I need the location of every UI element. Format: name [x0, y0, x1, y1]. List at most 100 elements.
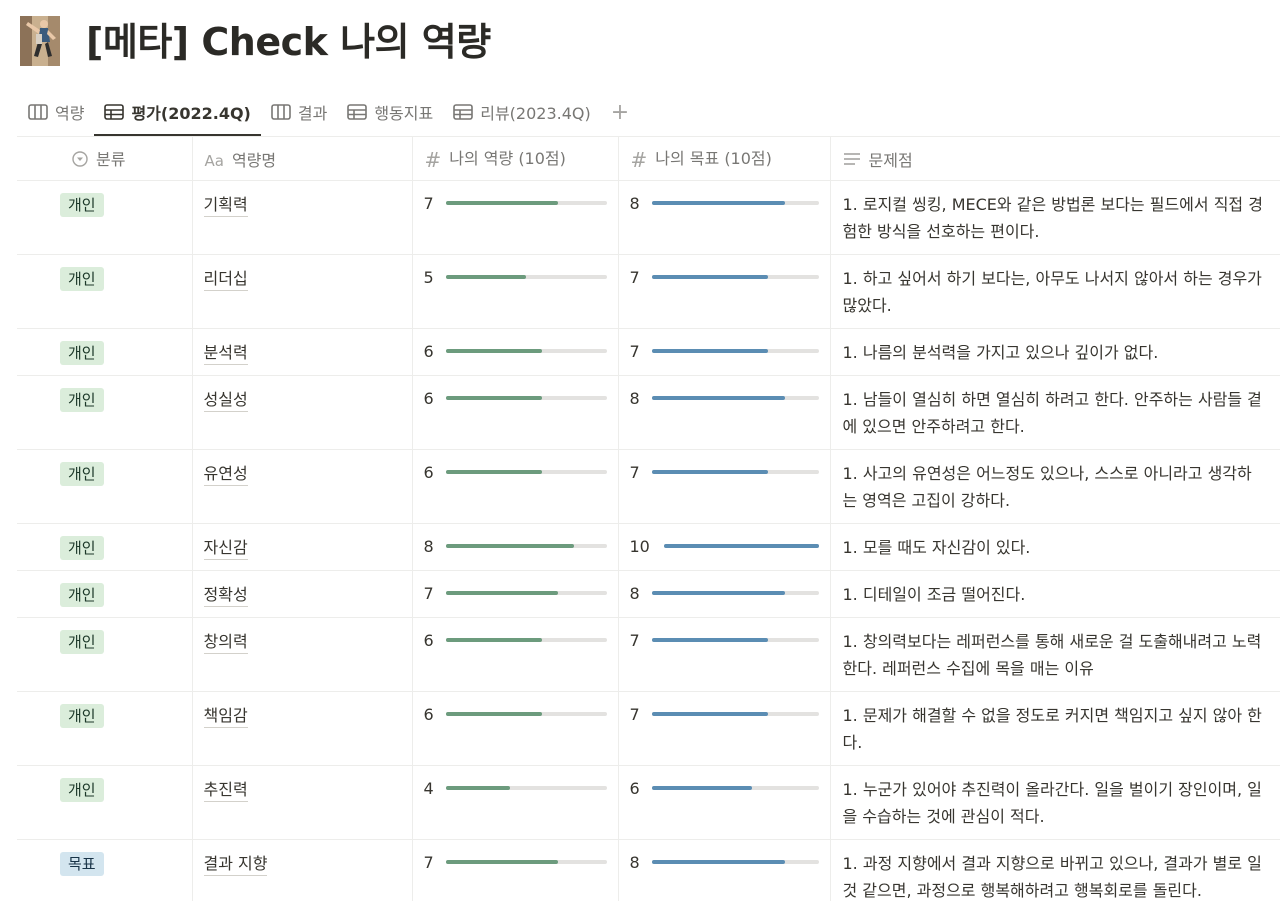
cell-my-goal[interactable]: 7 — [618, 449, 831, 524]
competency-name-link[interactable]: 분석력 — [203, 340, 248, 365]
goal-value: 6 — [629, 778, 640, 798]
cell-my-score[interactable]: 8 — [412, 523, 619, 571]
table-row[interactable]: 개인 유연성 6 7 1. 사고의 유연성은 어느정도 있으나, 스스로 아니라고 생각… — [17, 449, 1280, 524]
problem-text: 1. 창의력보다는 레퍼런스를 통해 새로운 걸 도출해내려고 노력한다. 레퍼… — [842, 632, 1262, 678]
competency-name-link[interactable]: 창의력 — [203, 629, 248, 654]
cell-name[interactable]: 추진력 — [192, 765, 413, 840]
column-header-category[interactable]: 분류 — [17, 136, 193, 181]
cell-problem[interactable]: 1. 남들이 열심히 하면 열심히 하려고 한다. 안주하는 사람들 곁에 있으… — [830, 375, 1280, 450]
score-progress-fill — [445, 275, 526, 279]
cell-my-score[interactable]: 6 — [412, 691, 619, 766]
column-header-my-score[interactable]: # 나의 역량 (10점) — [412, 136, 619, 181]
cell-my-score[interactable]: 7 — [412, 570, 619, 618]
goal-progress-fill — [651, 860, 786, 864]
cell-my-goal[interactable]: 7 — [618, 617, 831, 692]
cell-my-goal[interactable]: 7 — [618, 254, 831, 329]
cell-my-score[interactable]: 6 — [412, 617, 619, 692]
cell-name[interactable]: 결과 지향 — [192, 839, 413, 901]
cell-my-score[interactable]: 6 — [412, 449, 619, 524]
climber-image-icon[interactable] — [20, 16, 60, 66]
column-header-problem[interactable]: 문제점 — [830, 136, 1280, 181]
table-row[interactable]: 목표 결과 지향 7 8 1. 과정 지향에서 결과 지향으로 바뀌고 있으나, 결과가… — [17, 839, 1280, 901]
cell-my-score[interactable]: 6 — [412, 375, 619, 450]
tab-view-2[interactable]: 결과 — [261, 88, 337, 136]
cell-name[interactable]: 리더십 — [192, 254, 413, 329]
cell-name[interactable]: 창의력 — [192, 617, 413, 692]
cell-my-score[interactable]: 4 — [412, 765, 619, 840]
competency-name-link[interactable]: 책임감 — [203, 703, 248, 728]
goal-progress-fill — [651, 349, 769, 353]
cell-problem[interactable]: 1. 사고의 유연성은 어느정도 있으나, 스스로 아니라고 생각하는 영역은 … — [830, 449, 1280, 524]
competency-name-link[interactable]: 결과 지향 — [203, 851, 268, 876]
cell-name[interactable]: 성실성 — [192, 375, 413, 450]
table-row[interactable]: 개인 리더십 5 7 1. 하고 싶어서 하기 보다는, 아무도 나서지 않아서 하는 … — [17, 254, 1280, 329]
cell-problem[interactable]: 1. 누군가 있어야 추진력이 올라간다. 일을 벌이기 장인이며, 일을 수습… — [830, 765, 1280, 840]
text-aa-icon: Aa — [204, 152, 224, 170]
tab-view-1[interactable]: 평가(2022.4Q) — [94, 88, 262, 136]
table-row[interactable]: 개인 자신감 8 10 1. 모를 때도 자신감이 있다. — [17, 523, 1280, 571]
cell-my-goal[interactable]: 8 — [618, 839, 831, 901]
cell-my-goal[interactable]: 6 — [618, 765, 831, 840]
competency-name-link[interactable]: 성실성 — [203, 387, 248, 412]
cell-category[interactable]: 목표 — [17, 839, 193, 901]
goal-progress-bar — [651, 860, 819, 864]
cell-my-goal[interactable]: 7 — [618, 691, 831, 766]
cell-problem[interactable]: 1. 하고 싶어서 하기 보다는, 아무도 나서지 않아서 하는 경우가 많았다… — [830, 254, 1280, 329]
cell-my-score[interactable]: 7 — [412, 839, 619, 901]
table-row[interactable]: 개인 성실성 6 8 1. 남들이 열심히 하면 열심히 하려고 한다. 안주하는 사람… — [17, 375, 1280, 450]
cell-name[interactable]: 기획력 — [192, 180, 413, 255]
cell-name[interactable]: 책임감 — [192, 691, 413, 766]
add-view-button[interactable]: + — [610, 99, 630, 125]
cell-category[interactable]: 개인 — [17, 691, 193, 766]
competency-name-link[interactable]: 기획력 — [203, 192, 248, 217]
cell-my-goal[interactable]: 7 — [618, 328, 831, 376]
cell-category[interactable]: 개인 — [17, 375, 193, 450]
cell-name[interactable]: 정확성 — [192, 570, 413, 618]
cell-my-goal[interactable]: 8 — [618, 570, 831, 618]
table-row[interactable]: 개인 정확성 7 8 1. 디테일이 조금 떨어진다. — [17, 570, 1280, 618]
cell-my-goal[interactable]: 10 — [618, 523, 831, 571]
cell-problem[interactable]: 1. 디테일이 조금 떨어진다. — [830, 570, 1280, 618]
cell-my-goal[interactable]: 8 — [618, 375, 831, 450]
cell-problem[interactable]: 1. 모를 때도 자신감이 있다. — [830, 523, 1280, 571]
cell-name[interactable]: 자신감 — [192, 523, 413, 571]
cell-category[interactable]: 개인 — [17, 449, 193, 524]
table-body: 개인 기획력 7 8 1. 로지컬 씽킹, MECE와 같은 방법론 보다는 필드에서 … — [17, 180, 1280, 901]
cell-my-score[interactable]: 5 — [412, 254, 619, 329]
table-row[interactable]: 개인 기획력 7 8 1. 로지컬 씽킹, MECE와 같은 방법론 보다는 필드에서 … — [17, 180, 1280, 255]
competency-name-link[interactable]: 자신감 — [203, 535, 248, 560]
competency-name-link[interactable]: 유연성 — [203, 461, 248, 486]
cell-name[interactable]: 분석력 — [192, 328, 413, 376]
cell-category[interactable]: 개인 — [17, 180, 193, 255]
cell-my-score[interactable]: 7 — [412, 180, 619, 255]
goal-progress-bar — [651, 275, 819, 279]
cell-my-score[interactable]: 6 — [412, 328, 619, 376]
column-header-my-goal[interactable]: # 나의 목표 (10점) — [618, 136, 831, 181]
table-row[interactable]: 개인 분석력 6 7 1. 나름의 분석력을 가지고 있으나 깊이가 없다. — [17, 328, 1280, 376]
table-row[interactable]: 개인 추진력 4 6 1. 누군가 있어야 추진력이 올라간다. 일을 벌이기 장인이며… — [17, 765, 1280, 840]
tab-view-0[interactable]: 역량 — [18, 88, 94, 136]
cell-problem[interactable]: 1. 나름의 분석력을 가지고 있으나 깊이가 없다. — [830, 328, 1280, 376]
cell-problem[interactable]: 1. 로지컬 씽킹, MECE와 같은 방법론 보다는 필드에서 직접 경험한 … — [830, 180, 1280, 255]
cell-problem[interactable]: 1. 문제가 해결할 수 없을 정도로 커지면 책임지고 싶지 않아 한다. — [830, 691, 1280, 766]
cell-category[interactable]: 개인 — [17, 617, 193, 692]
table-row[interactable]: 개인 책임감 6 7 1. 문제가 해결할 수 없을 정도로 커지면 책임지고 싶지 않… — [17, 691, 1280, 766]
cell-my-goal[interactable]: 8 — [618, 180, 831, 255]
cell-name[interactable]: 유연성 — [192, 449, 413, 524]
cell-problem[interactable]: 1. 과정 지향에서 결과 지향으로 바뀌고 있으나, 결과가 별로 일 것 같… — [830, 839, 1280, 901]
cell-category[interactable]: 개인 — [17, 254, 193, 329]
tab-view-3[interactable]: 행동지표 — [337, 88, 443, 136]
tab-view-4[interactable]: 리뷰(2023.4Q) — [443, 88, 601, 136]
competency-name-link[interactable]: 정확성 — [203, 582, 248, 607]
table-row[interactable]: 개인 창의력 6 7 1. 창의력보다는 레퍼런스를 통해 새로운 걸 도출해내려고 노… — [17, 617, 1280, 692]
competency-name-link[interactable]: 리더십 — [203, 266, 248, 291]
competency-name-link[interactable]: 추진력 — [203, 777, 248, 802]
category-tag: 개인 — [60, 388, 104, 412]
cell-category[interactable]: 개인 — [17, 765, 193, 840]
cell-problem[interactable]: 1. 창의력보다는 레퍼런스를 통해 새로운 걸 도출해내려고 노력한다. 레퍼… — [830, 617, 1280, 692]
cell-category[interactable]: 개인 — [17, 570, 193, 618]
column-header-name[interactable]: Aa 역량명 — [192, 136, 413, 181]
score-value: 8 — [423, 536, 434, 556]
cell-category[interactable]: 개인 — [17, 523, 193, 571]
cell-category[interactable]: 개인 — [17, 328, 193, 376]
